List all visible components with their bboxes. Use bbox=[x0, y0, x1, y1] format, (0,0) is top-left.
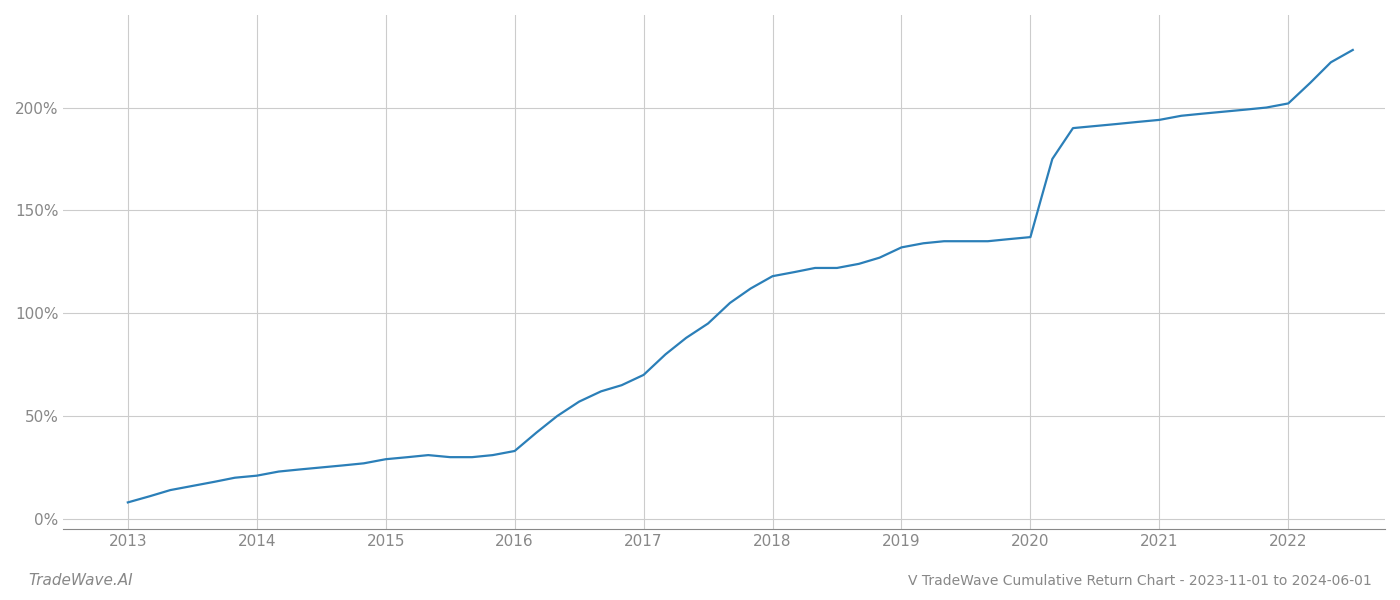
Text: TradeWave.AI: TradeWave.AI bbox=[28, 573, 133, 588]
Text: V TradeWave Cumulative Return Chart - 2023-11-01 to 2024-06-01: V TradeWave Cumulative Return Chart - 20… bbox=[909, 574, 1372, 588]
